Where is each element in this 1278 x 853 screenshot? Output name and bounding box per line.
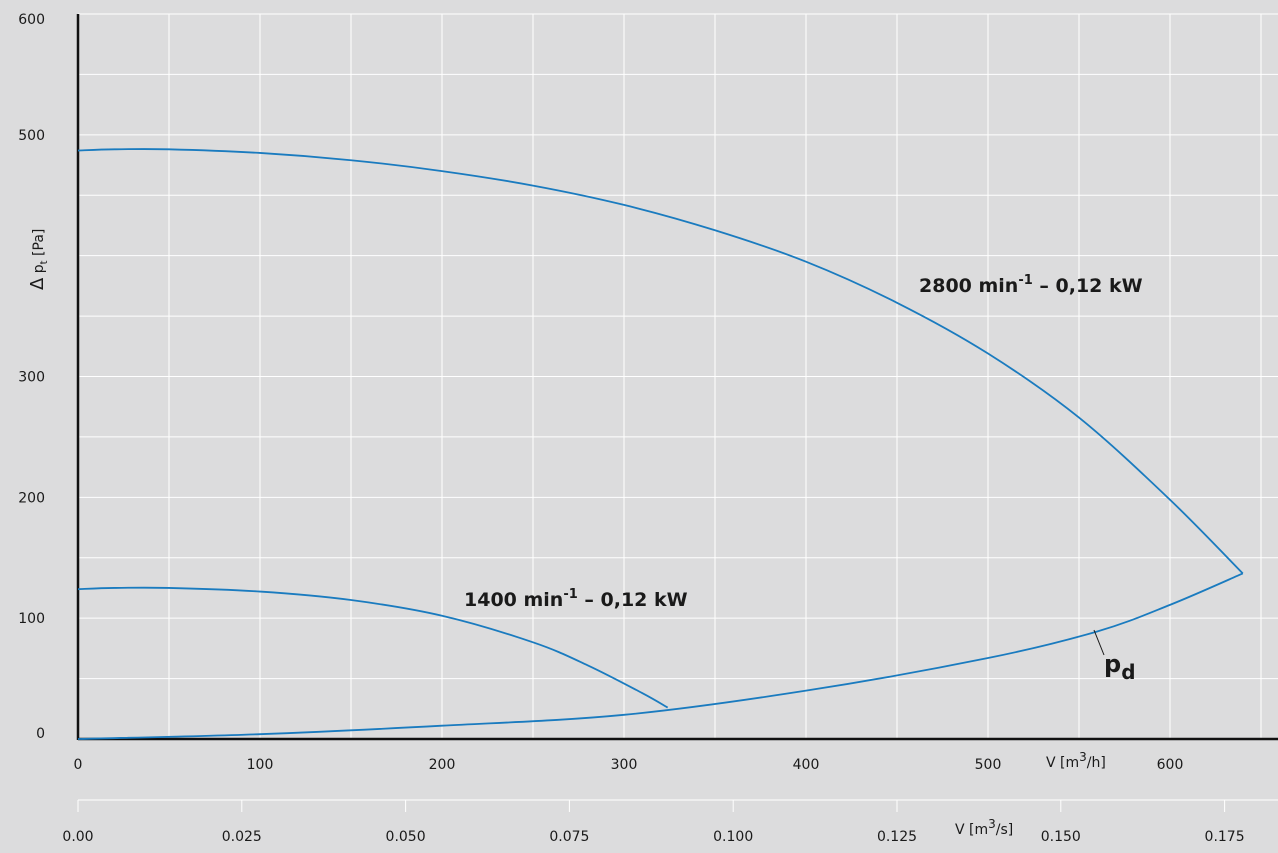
curve-2800-rpm: [77, 148, 1244, 575]
x-secondary-tick-label: 0.100: [713, 829, 753, 845]
x-tick-label: 0: [74, 757, 83, 773]
x-tick-label: 400: [793, 757, 820, 773]
x-tick-label: 500: [975, 757, 1002, 773]
x-tick-label: 600: [1157, 757, 1184, 773]
x-secondary-tick-label: 0.125: [877, 829, 917, 845]
y-tick-label: 300: [18, 370, 45, 386]
x-tick-label: 300: [611, 757, 638, 773]
curves: [77, 148, 1244, 740]
y-tick-label: 200: [18, 490, 45, 506]
x-secondary-tick-label: 0.050: [386, 829, 426, 845]
x-secondary-tick-label: 0.175: [1205, 829, 1245, 845]
curve-1400-rpm: [77, 586, 669, 709]
label-1400-curve: 1400 min-1 – 0,12 kW: [464, 587, 688, 611]
x-secondary-tick-label: 0.00: [62, 829, 93, 845]
y-tick-label: 600: [18, 12, 45, 28]
x-tick-label: 100: [247, 757, 274, 773]
x-axis-label-m3s: V [m3/s]: [955, 817, 1013, 838]
label-2800-curve: 2800 min-1 – 0,12 kW: [919, 273, 1143, 297]
y-tick-label: 500: [18, 128, 45, 144]
x-tick-label: 200: [429, 757, 456, 773]
x-secondary-tick-label: 0.150: [1041, 829, 1081, 845]
curve-pd: [77, 572, 1244, 740]
x-secondary-tick-label: 0.075: [549, 829, 589, 845]
x-axis-label-m3h: V [m3/h]: [1046, 750, 1106, 771]
axes: [76, 14, 1278, 812]
grid-lines: [78, 13, 1278, 739]
pd-leader-line: [1093, 629, 1105, 656]
x-secondary-tick-label: 0.025: [222, 829, 262, 845]
y-tick-label: 0: [36, 726, 45, 742]
label-pd: pd: [1104, 650, 1136, 684]
tick-labels: 0.00 0.025 0.050 0.075 0.100 0.125 0.150 0.175 0…: [18, 12, 1244, 845]
y-axis-label: Δ pt [Pa]: [27, 229, 50, 290]
y-tick-label: 100: [18, 611, 45, 627]
